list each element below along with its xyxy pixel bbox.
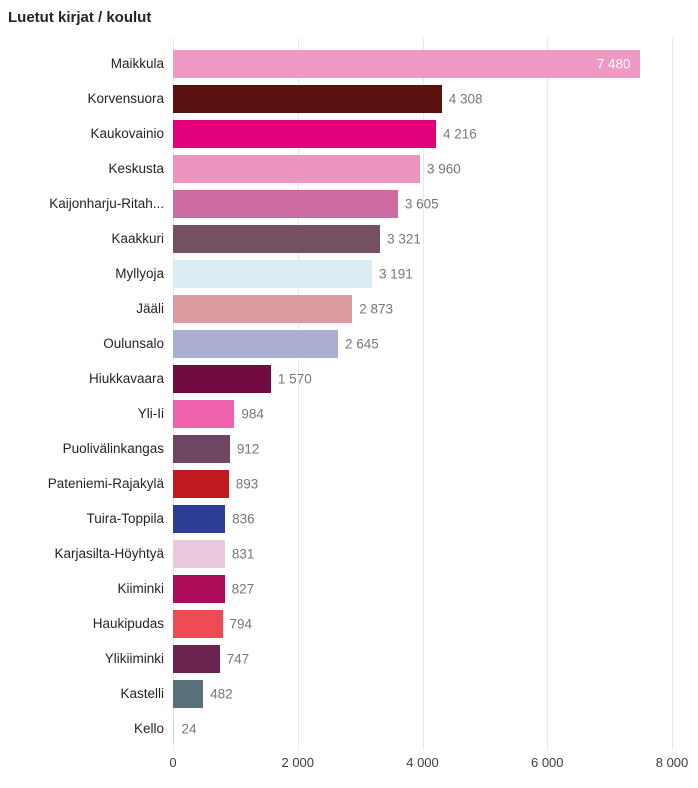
- bar-row: 893: [173, 466, 672, 501]
- value-label: 836: [232, 511, 255, 526]
- bar-row: 482: [173, 676, 672, 711]
- bar-row: 827: [173, 571, 672, 606]
- x-tick-label: 2 000: [281, 755, 315, 770]
- bar-row: 2 873: [173, 291, 672, 326]
- category-label: Tuira-Toppila: [86, 511, 164, 526]
- bar-row: 7 480: [173, 46, 672, 81]
- bar[interactable]: 24: [173, 714, 197, 743]
- category-label: Kiiminki: [117, 581, 164, 596]
- bar[interactable]: 2 645: [173, 329, 379, 358]
- bar[interactable]: 3 605: [173, 189, 439, 218]
- bar[interactable]: 3 191: [173, 259, 413, 288]
- category-label: Korvensuora: [87, 91, 164, 106]
- category-label: Ylikiiminki: [104, 651, 164, 666]
- category-label: Karjasilta-Höyhtyä: [54, 546, 164, 561]
- x-axis: 0 2 000 4 000 6 000 8 000: [8, 750, 698, 774]
- value-label: 2 873: [359, 301, 393, 316]
- value-label: 2 645: [344, 336, 379, 351]
- y-axis-labels: Maikkula Korvensuora Kaukovainio Keskusta Ka…: [8, 46, 173, 746]
- bar-row: 747: [173, 641, 672, 676]
- bar-row: 831: [173, 536, 672, 571]
- bar[interactable]: 3 960: [173, 154, 461, 183]
- bar[interactable]: 827: [173, 574, 254, 603]
- bar[interactable]: 836: [173, 504, 255, 533]
- bar-row: 984: [173, 396, 672, 431]
- x-axis-ticks: 0 2 000 4 000 6 000 8 000: [169, 750, 688, 774]
- category-label: Yli-Ii: [137, 406, 164, 421]
- bar[interactable]: 893: [173, 469, 258, 498]
- category-label: Puolivälinkangas: [62, 441, 164, 456]
- bar-row: 24: [173, 711, 672, 746]
- category-label: Myllyoja: [115, 266, 164, 281]
- bar-row: 3 321: [173, 221, 672, 256]
- value-label: 912: [236, 441, 260, 456]
- value-label: 794: [229, 616, 253, 631]
- bar[interactable]: 4 216: [173, 119, 477, 148]
- x-tick-label: 8 000: [655, 755, 689, 770]
- chart-body: Maikkula Korvensuora Kaukovainio Keskusta Ka…: [8, 38, 698, 750]
- category-label: Kaakkuri: [111, 231, 164, 246]
- bar[interactable]: 912: [173, 434, 259, 463]
- value-label: 482: [210, 686, 233, 701]
- bar-row: 4 216: [173, 116, 672, 151]
- bar-row: 3 605: [173, 186, 672, 221]
- category-label: Pateniemi-Rajakylä: [47, 476, 164, 491]
- bar[interactable]: 1 570: [173, 364, 312, 393]
- bar[interactable]: 2 873: [173, 294, 393, 323]
- value-label: 1 570: [277, 371, 312, 386]
- category-label: Haukipudas: [92, 616, 164, 631]
- value-label: 3 960: [427, 161, 461, 176]
- value-label: 831: [231, 546, 255, 561]
- plot-area: 7 480 4 308 4 216 3 960 3 605 3 321 3 191 2 873…: [173, 38, 673, 750]
- category-label: Jääli: [136, 301, 164, 316]
- category-label: Kastelli: [120, 686, 164, 701]
- category-label: Kaukovainio: [90, 126, 164, 141]
- value-label: 7 480: [596, 56, 631, 71]
- value-label: 3 321: [387, 231, 421, 246]
- bar-row: 836: [173, 501, 672, 536]
- value-label: 893: [235, 476, 259, 491]
- value-label: 3 191: [379, 266, 413, 281]
- bar[interactable]: 7 480: [173, 49, 640, 78]
- value-label: 747: [226, 651, 250, 666]
- x-tick-label: 0: [169, 755, 177, 770]
- bar[interactable]: 3 321: [173, 224, 421, 253]
- value-label: 4 308: [448, 91, 483, 106]
- bars-container: 7 480 4 308 4 216 3 960 3 605 3 321 3 191 2 873…: [173, 46, 672, 746]
- bar[interactable]: 984: [173, 399, 264, 428]
- bar-row: 912: [173, 431, 672, 466]
- category-label: Keskusta: [108, 161, 164, 176]
- category-label: Kaijonharju-Ritah...: [49, 196, 164, 211]
- value-label: 827: [231, 581, 255, 596]
- chart-title: Luetut kirjat / koulut: [8, 9, 152, 26]
- bar-row: 1 570: [173, 361, 672, 396]
- category-label: Hiukkavaara: [88, 371, 164, 386]
- value-label: 3 605: [404, 196, 439, 211]
- x-axis-spacer: [8, 750, 173, 774]
- bar-row: 3 960: [173, 151, 672, 186]
- x-tick-label: 4 000: [406, 755, 439, 770]
- category-label: Maikkula: [110, 56, 164, 71]
- bar-row: 3 191: [173, 256, 672, 291]
- bar-row: 794: [173, 606, 672, 641]
- bar[interactable]: 794: [173, 609, 252, 638]
- bar[interactable]: 831: [173, 539, 254, 568]
- value-label: 984: [241, 406, 264, 421]
- value-label: 4 216: [442, 126, 477, 141]
- bar[interactable]: 482: [173, 679, 233, 708]
- bar[interactable]: 4 308: [173, 84, 483, 113]
- x-tick-label: 6 000: [530, 755, 564, 770]
- bar-row: 4 308: [173, 81, 672, 116]
- gridline: [672, 38, 673, 750]
- category-label: Kello: [133, 721, 164, 736]
- value-label: 24: [181, 721, 197, 736]
- bar[interactable]: 747: [173, 644, 249, 673]
- category-label: Oulunsalo: [103, 336, 164, 351]
- bar-row: 2 645: [173, 326, 672, 361]
